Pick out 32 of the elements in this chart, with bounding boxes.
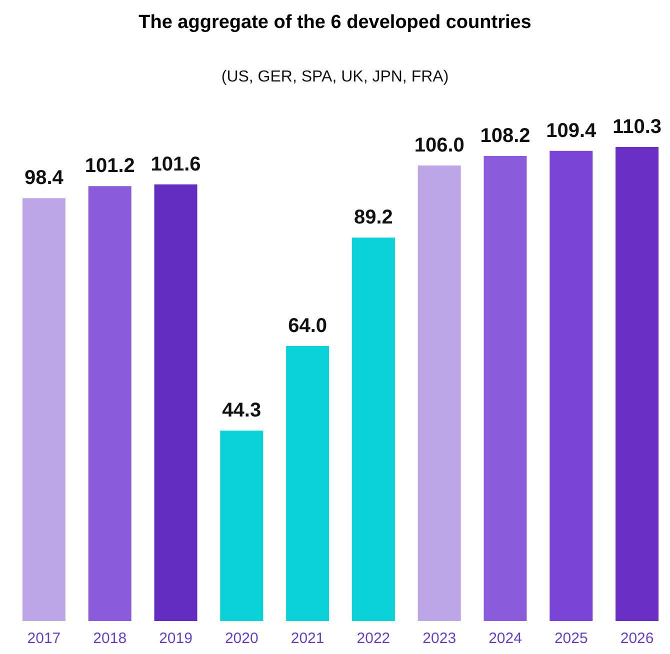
bar [22,198,66,621]
bar [88,186,132,621]
x-tick-label: 2024 [488,630,522,647]
data-label: 109.4 [546,120,598,142]
x-tick-label: 2025 [554,630,588,647]
bar [484,156,527,621]
data-label: 101.6 [150,153,201,176]
data-label: 106.0 [414,134,464,156]
bar [418,165,461,621]
x-tick-label: 2020 [224,630,258,647]
bar [154,184,198,621]
x-tick-label: 2018 [93,630,127,647]
bar [352,238,395,621]
data-label: 98.4 [24,167,64,190]
x-tick-label: 2019 [159,630,192,647]
data-label: 64.0 [288,314,328,337]
chart-subtitle: (US, GER, SPA, UK, JPN, FRA) [221,68,449,86]
bar [616,147,659,621]
data-label: 44.3 [222,400,262,422]
x-tick-label: 2017 [27,630,61,647]
chart-title: The aggregate of the 6 developed countries [138,12,532,33]
bar [220,430,264,621]
x-tick-label: 2023 [422,630,456,647]
x-tick-label: 2026 [620,630,654,647]
x-tick-label: 2022 [356,630,390,647]
bar [550,150,593,621]
bar [286,346,330,621]
data-label: 101.2 [84,155,135,178]
data-label: 110.3 [612,116,662,138]
data-label: 89.2 [354,206,393,229]
x-tick-label: 2021 [290,630,324,647]
data-label: 108.2 [480,125,530,148]
